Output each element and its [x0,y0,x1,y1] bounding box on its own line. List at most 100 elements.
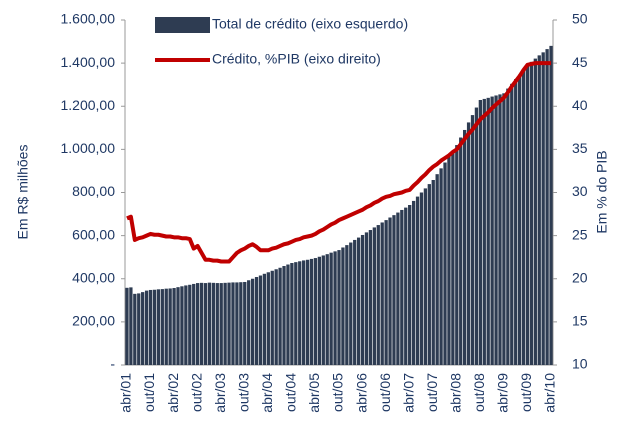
bar [447,156,451,365]
bar [408,205,412,365]
bar [435,174,439,365]
bar [466,122,471,365]
bar [443,162,447,365]
bar [349,242,353,365]
x-tick-label: abr/02 [165,373,181,413]
y-tick-label: 800,00 [72,183,115,199]
bar [309,258,314,365]
bar [156,289,161,365]
bar [160,289,164,365]
bar [541,52,545,365]
bar [392,215,396,365]
x-tick-label: abr/07 [400,373,416,413]
bar [243,281,247,365]
bar [494,95,498,365]
bar [372,227,376,365]
bar [215,283,219,365]
bar [168,288,172,365]
y2-tick-label: 35 [572,140,588,156]
bar [274,269,278,365]
bar [290,263,294,365]
x-tick-label: abr/04 [259,373,275,413]
x-tick-label: abr/09 [495,373,511,413]
bar [184,285,188,365]
x-tick-label: abr/03 [212,373,228,413]
bar [141,292,145,365]
bar [376,225,380,365]
bar [345,245,349,365]
bar [459,137,463,365]
bar [203,283,208,365]
bar [474,107,479,365]
line [126,61,552,264]
bar [294,262,298,365]
x-tick-label: abr/08 [448,373,464,413]
bar [325,254,329,365]
bar [247,280,251,365]
y-tick-label: 1.400,00 [61,54,116,70]
y2-tick-label: 50 [572,11,588,27]
bar [282,266,286,365]
bar [180,286,184,365]
x-tick-label: abr/01 [118,373,134,413]
bar [305,259,310,365]
bar [498,94,502,365]
bar [431,179,435,365]
bar [533,58,537,366]
bar [510,83,514,365]
x-tick-label: abr/10 [542,373,558,413]
bar [152,289,157,365]
x-tick-label: out/08 [471,373,487,412]
bar [388,217,392,365]
legend-label: Crédito, %PIB (eixo direito) [212,51,381,67]
bar [478,99,483,365]
bar [172,288,176,365]
bar [451,150,455,365]
y2-tick-label: 10 [572,356,588,372]
bar [486,97,490,365]
x-tick-label: out/04 [283,373,299,412]
bar [529,61,534,366]
bar [262,273,267,365]
bar [415,196,420,365]
bar [470,115,475,365]
bar [427,184,431,365]
bar [239,282,243,365]
x-tick-label: out/06 [377,373,393,412]
bar [439,168,443,365]
bar [537,55,541,366]
bar [129,287,133,365]
bar [133,293,137,365]
bar [521,69,526,365]
bar [192,283,196,365]
bar [400,209,404,365]
bar [137,293,141,365]
bar [423,188,428,365]
bar [329,252,333,365]
legend-swatch [155,17,210,33]
y-tick-label: 400,00 [72,269,115,285]
bar [219,283,223,365]
bar [298,261,302,365]
bar [517,74,522,365]
y2-tick-label: 15 [572,313,588,329]
bar [356,237,361,365]
bar [549,45,553,365]
bar [463,129,467,365]
bar [270,270,274,365]
bar [337,250,341,365]
bar [419,192,424,365]
x-tick-label: out/07 [424,373,440,412]
y-tick-label: 1.600,00 [61,11,116,27]
y2-tick-label: 30 [572,183,588,199]
y2-tick-label: 40 [572,97,588,113]
bar [266,272,270,365]
bar [144,290,149,365]
bar [506,88,510,365]
bar [313,258,318,365]
bar [333,251,337,365]
bar [368,230,373,365]
x-tick-label: out/09 [518,373,534,412]
bar [302,260,306,365]
